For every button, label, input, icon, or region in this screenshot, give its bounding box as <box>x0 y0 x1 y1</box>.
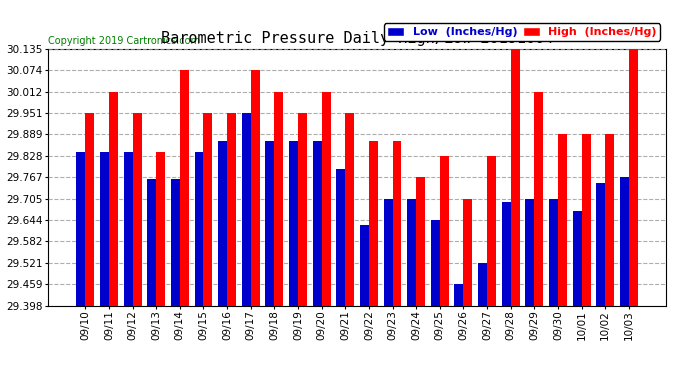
Bar <box>132 113 141 306</box>
Bar <box>416 177 425 306</box>
Bar <box>573 211 582 306</box>
Bar <box>478 263 487 306</box>
Bar <box>109 92 118 306</box>
Text: Copyright 2019 Cartronics.com: Copyright 2019 Cartronics.com <box>48 36 200 46</box>
Bar <box>345 113 354 306</box>
Bar <box>549 199 558 306</box>
Bar <box>582 135 591 306</box>
Bar <box>384 199 393 306</box>
Bar <box>298 113 307 306</box>
Bar <box>77 152 86 306</box>
Bar <box>502 202 511 306</box>
Bar <box>275 92 284 306</box>
Bar <box>266 141 275 306</box>
Bar <box>322 92 331 306</box>
Bar <box>100 152 109 306</box>
Title: Barometric Pressure Daily High/Low 20191004: Barometric Pressure Daily High/Low 20191… <box>161 31 553 46</box>
Bar <box>180 70 189 306</box>
Bar <box>534 92 543 306</box>
Bar <box>360 225 369 306</box>
Bar <box>464 199 473 306</box>
Bar <box>440 156 449 306</box>
Legend: Low  (Inches/Hg), High  (Inches/Hg): Low (Inches/Hg), High (Inches/Hg) <box>384 24 660 40</box>
Bar <box>455 284 464 306</box>
Bar <box>393 141 402 306</box>
Bar <box>487 156 496 306</box>
Bar <box>620 177 629 306</box>
Bar <box>156 152 165 306</box>
Bar <box>369 141 378 306</box>
Bar <box>596 183 605 306</box>
Bar <box>204 113 213 306</box>
Bar <box>124 152 132 306</box>
Bar <box>336 169 345 306</box>
Bar <box>511 49 520 306</box>
Bar <box>241 113 250 306</box>
Bar <box>313 141 322 306</box>
Bar <box>605 135 614 306</box>
Bar <box>147 180 156 306</box>
Bar <box>86 113 95 306</box>
Bar <box>195 152 204 306</box>
Bar <box>227 113 236 306</box>
Bar <box>289 141 298 306</box>
Bar <box>171 180 180 306</box>
Bar <box>558 135 567 306</box>
Bar <box>431 220 440 306</box>
Bar <box>407 199 416 306</box>
Bar <box>218 141 227 306</box>
Bar <box>250 70 259 306</box>
Bar <box>629 49 638 306</box>
Bar <box>525 199 534 306</box>
